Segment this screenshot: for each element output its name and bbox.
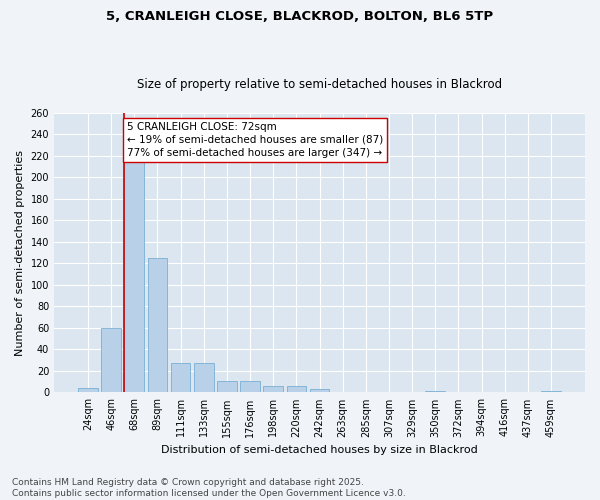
Bar (287, 386, 306, 392)
X-axis label: Distribution of semi-detached houses by size in Blackrod: Distribution of semi-detached houses by … (161, 445, 478, 455)
Y-axis label: Number of semi-detached properties: Number of semi-detached properties (15, 150, 25, 356)
Bar (124, 158, 144, 392)
Text: 5 CRANLEIGH CLOSE: 72sqm
← 19% of semi-detached houses are smaller (87)
77% of s: 5 CRANLEIGH CLOSE: 72sqm ← 19% of semi-d… (127, 122, 383, 158)
Text: Contains HM Land Registry data © Crown copyright and database right 2025.
Contai: Contains HM Land Registry data © Crown c… (12, 478, 406, 498)
Bar (78, 388, 98, 392)
Bar (310, 389, 329, 392)
Bar (217, 380, 237, 392)
Bar (263, 386, 283, 392)
Title: Size of property relative to semi-detached houses in Blackrod: Size of property relative to semi-detach… (137, 78, 502, 91)
Bar (101, 328, 121, 392)
Bar (194, 364, 214, 392)
Bar (148, 258, 167, 392)
Text: 5, CRANLEIGH CLOSE, BLACKROD, BOLTON, BL6 5TP: 5, CRANLEIGH CLOSE, BLACKROD, BOLTON, BL… (106, 10, 494, 23)
Bar (171, 364, 190, 392)
Bar (240, 380, 260, 392)
